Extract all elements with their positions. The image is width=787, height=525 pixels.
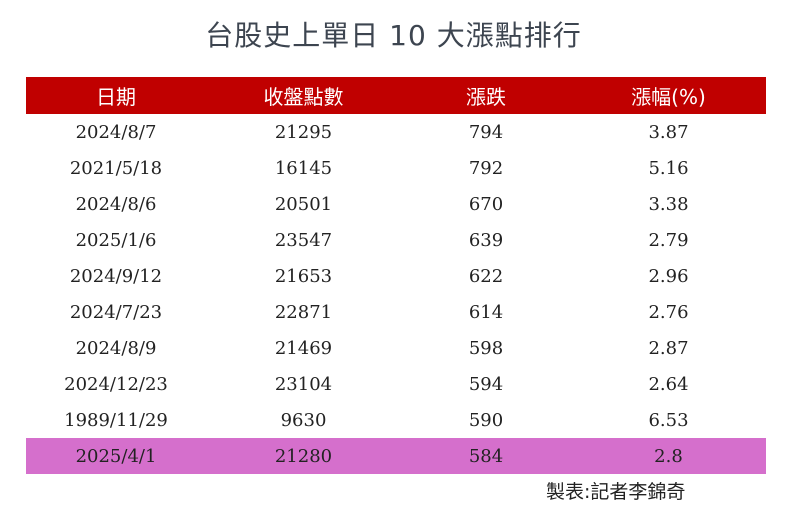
credit-line: 製表:記者李錦奇 xyxy=(546,481,686,503)
column-header-date: 日期 xyxy=(96,85,136,109)
column-header-percent: 漲幅(%) xyxy=(631,85,706,109)
date-cell: 2024/8/7 xyxy=(75,121,157,143)
close-cell: 21280 xyxy=(274,445,333,467)
close-cell: 16145 xyxy=(274,157,333,179)
close-cell: 21469 xyxy=(274,337,333,359)
percent-cell: 2.64 xyxy=(648,373,689,395)
date-cell: 2024/7/23 xyxy=(69,301,163,323)
table-row: 2024/9/12 21653 622 2.96 xyxy=(26,258,766,294)
table-row: 2024/8/6 20501 670 3.38 xyxy=(26,186,766,222)
table-row-highlighted: 2025/4/1 21280 584 2.8 xyxy=(26,438,766,474)
close-cell: 23547 xyxy=(274,229,333,251)
close-cell: 21295 xyxy=(274,121,333,143)
percent-cell: 5.16 xyxy=(648,157,689,179)
page-title: 台股史上單日 10 大漲點排行 xyxy=(205,19,582,52)
date-cell: 2024/8/6 xyxy=(75,193,157,215)
percent-cell: 2.8 xyxy=(654,445,683,467)
change-cell: 598 xyxy=(468,337,504,359)
date-cell: 1989/11/29 xyxy=(64,409,168,431)
date-cell: 2024/12/23 xyxy=(64,373,168,395)
percent-cell: 6.53 xyxy=(648,409,689,431)
close-cell: 21653 xyxy=(274,265,333,287)
date-cell: 2021/5/18 xyxy=(69,157,163,179)
column-header-close: 收盤點數 xyxy=(263,85,344,109)
close-cell: 20501 xyxy=(274,193,333,215)
table-row: 1989/11/29 9630 590 6.53 xyxy=(26,402,766,438)
change-cell: 792 xyxy=(468,157,504,179)
change-cell: 622 xyxy=(468,265,504,287)
table-row: 2024/7/23 22871 614 2.76 xyxy=(26,294,766,330)
date-cell: 2025/4/1 xyxy=(75,445,157,467)
change-cell: 639 xyxy=(468,229,504,251)
percent-cell: 2.87 xyxy=(648,337,689,359)
table-row: 2024/8/9 21469 598 2.87 xyxy=(26,330,766,366)
table-row: 2021/5/18 16145 792 5.16 xyxy=(26,150,766,186)
close-cell: 22871 xyxy=(274,301,333,323)
table-header-row: 日期 收盤點數 漲跌 漲幅(%) xyxy=(26,77,766,114)
close-cell: 23104 xyxy=(274,373,333,395)
table-row: 2025/1/6 23547 639 2.79 xyxy=(26,222,766,258)
change-cell: 670 xyxy=(468,193,504,215)
close-cell: 9630 xyxy=(280,409,327,431)
date-cell: 2024/9/12 xyxy=(69,265,163,287)
table-row: 2024/12/23 23104 594 2.64 xyxy=(26,366,766,402)
percent-cell: 2.76 xyxy=(648,301,689,323)
change-cell: 590 xyxy=(468,409,504,431)
date-cell: 2025/1/6 xyxy=(75,229,157,251)
change-cell: 794 xyxy=(468,121,504,143)
change-cell: 614 xyxy=(468,301,504,323)
ranking-table: 日期 收盤點數 漲跌 漲幅(%) 2024/8/7 21295 794 3.87… xyxy=(26,77,766,474)
date-cell: 2024/8/9 xyxy=(75,337,157,359)
percent-cell: 3.87 xyxy=(648,121,689,143)
percent-cell: 2.79 xyxy=(648,229,689,251)
table-row: 2024/8/7 21295 794 3.87 xyxy=(26,114,766,150)
column-header-change: 漲跌 xyxy=(466,85,506,109)
change-cell: 584 xyxy=(468,445,504,467)
percent-cell: 3.38 xyxy=(648,193,689,215)
change-cell: 594 xyxy=(468,373,504,395)
percent-cell: 2.96 xyxy=(648,265,689,287)
